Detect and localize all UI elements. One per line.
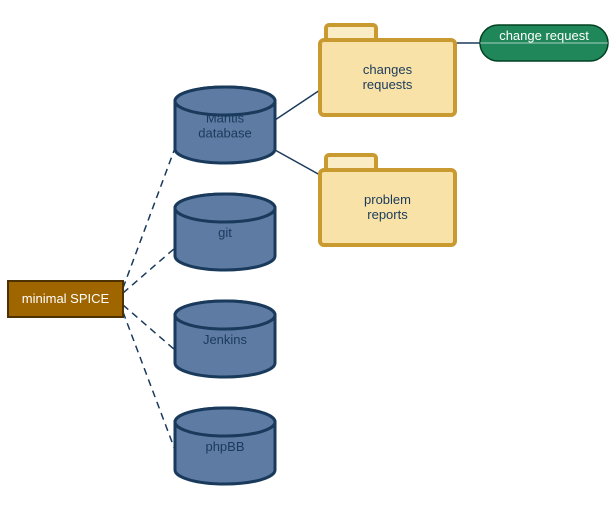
db-mantis-label-0: Mantis: [206, 111, 245, 126]
rect-spice: minimal SPICE: [8, 281, 123, 317]
folder-problems: problemreports: [320, 155, 455, 245]
db-phpbb: phpBB: [175, 408, 275, 484]
db-jenkins: Jenkins: [175, 301, 275, 377]
db-git-label-0: git: [218, 225, 232, 240]
edge-changes-mantis: [275, 90, 320, 120]
db-mantis: Mantisdatabase: [175, 87, 275, 163]
roundrect-cr-label: change request: [499, 28, 589, 43]
roundrect-cr: change request: [480, 25, 608, 61]
db-phpbb-label-0: phpBB: [205, 439, 244, 454]
edge-spice-jenkins: [123, 305, 175, 350]
edge-spice-phpbb: [123, 312, 175, 450]
edge-problems-mantis: [275, 150, 320, 175]
db-mantis-label-1: database: [198, 126, 252, 141]
folder-problems-label-1: reports: [367, 207, 408, 222]
folder-problems-label-0: problem: [364, 192, 411, 207]
db-git: git: [175, 194, 275, 270]
folder-changes-label-1: requests: [363, 77, 413, 92]
edge-spice-mantis: [123, 148, 175, 288]
db-jenkins-label-0: Jenkins: [203, 332, 248, 347]
folder-changes: changesrequests: [320, 25, 455, 115]
folder-changes-label-0: changes: [363, 62, 413, 77]
edge-spice-git: [123, 248, 175, 293]
rect-spice-label: minimal SPICE: [22, 291, 110, 306]
